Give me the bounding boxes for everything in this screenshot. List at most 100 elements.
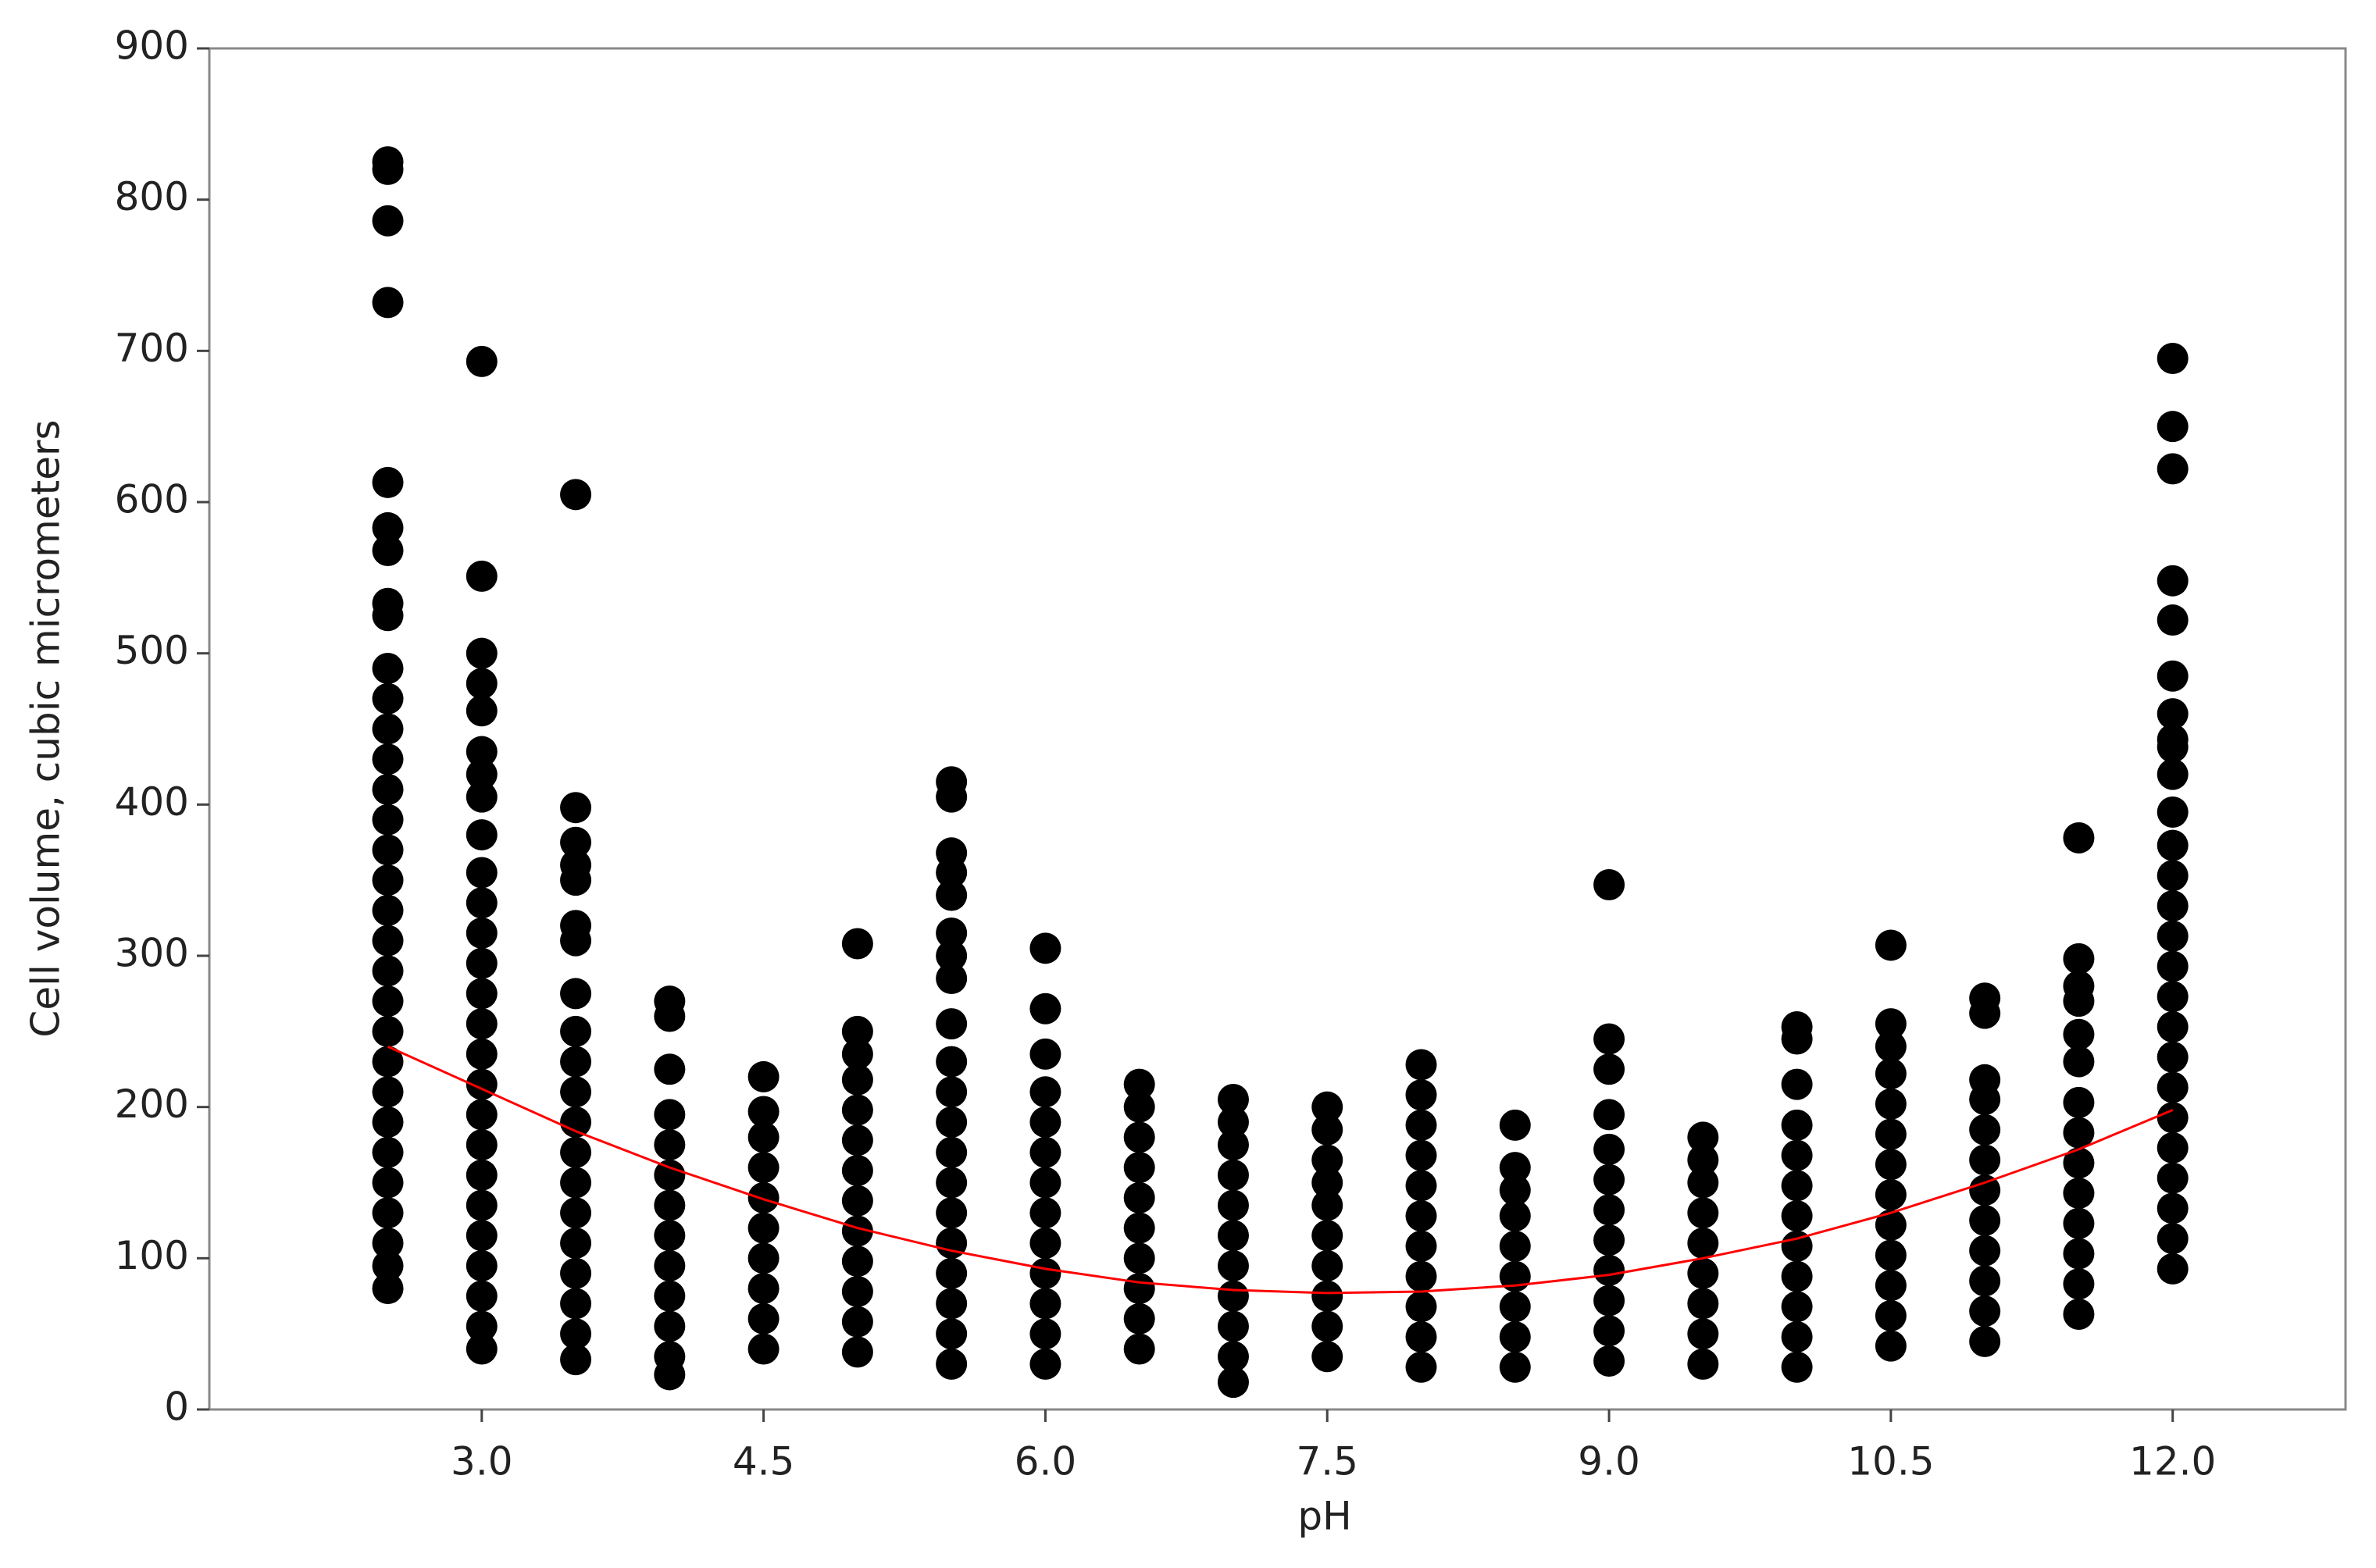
y-tick-label: 500 bbox=[115, 628, 189, 673]
point bbox=[841, 1064, 873, 1096]
point bbox=[1217, 1367, 1249, 1399]
point bbox=[1029, 1076, 1061, 1108]
point bbox=[560, 1076, 592, 1108]
point bbox=[1499, 1200, 1531, 1232]
point bbox=[1593, 868, 1625, 900]
point bbox=[1875, 1118, 1907, 1150]
point bbox=[1311, 1341, 1343, 1373]
point bbox=[372, 743, 404, 775]
point bbox=[1593, 1099, 1625, 1131]
point bbox=[2063, 1117, 2095, 1149]
point bbox=[1405, 1200, 1437, 1232]
point bbox=[936, 917, 968, 949]
point bbox=[1687, 1318, 1719, 1350]
point bbox=[936, 1348, 968, 1380]
point bbox=[1123, 1152, 1155, 1184]
point bbox=[1217, 1220, 1249, 1252]
point bbox=[936, 1046, 968, 1078]
point bbox=[1499, 1174, 1531, 1206]
point bbox=[1311, 1167, 1343, 1199]
point bbox=[466, 1129, 498, 1161]
point bbox=[1593, 1053, 1625, 1085]
point bbox=[2157, 796, 2189, 829]
point bbox=[841, 1124, 873, 1156]
point bbox=[1593, 1285, 1625, 1317]
point bbox=[466, 668, 498, 700]
point bbox=[466, 736, 498, 768]
point bbox=[2157, 920, 2189, 952]
point bbox=[1405, 1351, 1437, 1383]
point bbox=[1029, 1197, 1061, 1229]
point bbox=[372, 466, 404, 498]
point bbox=[2063, 1147, 2095, 1179]
point bbox=[1687, 1288, 1719, 1320]
point bbox=[1875, 1209, 1907, 1241]
point bbox=[372, 1076, 404, 1108]
point bbox=[1029, 1038, 1061, 1070]
point bbox=[560, 1257, 592, 1289]
point bbox=[1875, 1031, 1907, 1063]
point bbox=[654, 1129, 686, 1161]
point bbox=[1217, 1341, 1249, 1373]
point bbox=[1405, 1170, 1437, 1202]
y-tick-label: 200 bbox=[115, 1082, 189, 1127]
point bbox=[747, 1242, 780, 1274]
point bbox=[654, 985, 686, 1017]
point bbox=[1405, 1139, 1437, 1171]
point bbox=[1029, 1136, 1061, 1168]
point bbox=[1499, 1152, 1531, 1184]
y-tick-label: 700 bbox=[115, 326, 189, 371]
point bbox=[1593, 1315, 1625, 1347]
point bbox=[372, 1197, 404, 1229]
x-tick-label: 7.5 bbox=[1296, 1439, 1358, 1484]
point bbox=[747, 1152, 780, 1184]
point bbox=[654, 1099, 686, 1131]
point bbox=[654, 1341, 686, 1373]
point bbox=[1029, 1107, 1061, 1139]
point bbox=[2063, 943, 2095, 975]
point bbox=[1969, 1325, 2001, 1357]
point bbox=[372, 894, 404, 926]
point bbox=[1781, 1260, 1813, 1292]
point bbox=[1123, 1121, 1155, 1153]
point bbox=[1217, 1107, 1249, 1139]
point bbox=[2157, 1192, 2189, 1224]
point bbox=[466, 695, 498, 727]
point bbox=[372, 682, 404, 715]
point bbox=[466, 1159, 498, 1191]
point bbox=[372, 864, 404, 896]
point bbox=[1969, 1174, 2001, 1206]
point bbox=[936, 1107, 968, 1139]
point bbox=[466, 1310, 498, 1342]
x-tick-label: 9.0 bbox=[1578, 1439, 1640, 1484]
point bbox=[1029, 992, 1061, 1025]
point bbox=[2157, 343, 2189, 375]
point bbox=[841, 1185, 873, 1217]
point bbox=[1123, 1333, 1155, 1365]
point bbox=[372, 1015, 404, 1047]
point bbox=[1687, 1348, 1719, 1380]
point bbox=[466, 345, 498, 377]
x-tick-label: 12.0 bbox=[2129, 1439, 2216, 1484]
point bbox=[372, 205, 404, 237]
point bbox=[1217, 1280, 1249, 1312]
point bbox=[936, 837, 968, 869]
point bbox=[1875, 1178, 1907, 1210]
point bbox=[2157, 604, 2189, 636]
x-tick-label: 3.0 bbox=[451, 1439, 513, 1484]
point bbox=[2157, 698, 2189, 730]
point bbox=[560, 1136, 592, 1168]
point bbox=[466, 1189, 498, 1221]
point bbox=[747, 1273, 780, 1305]
point bbox=[936, 1167, 968, 1199]
point bbox=[466, 560, 498, 592]
y-tick-label: 900 bbox=[115, 23, 189, 69]
point bbox=[1687, 1144, 1719, 1176]
point bbox=[372, 1046, 404, 1078]
point bbox=[560, 1046, 592, 1078]
point bbox=[1123, 1068, 1155, 1100]
point bbox=[2157, 724, 2189, 756]
point bbox=[841, 1155, 873, 1187]
point bbox=[747, 1212, 780, 1244]
point bbox=[1969, 1144, 2001, 1176]
